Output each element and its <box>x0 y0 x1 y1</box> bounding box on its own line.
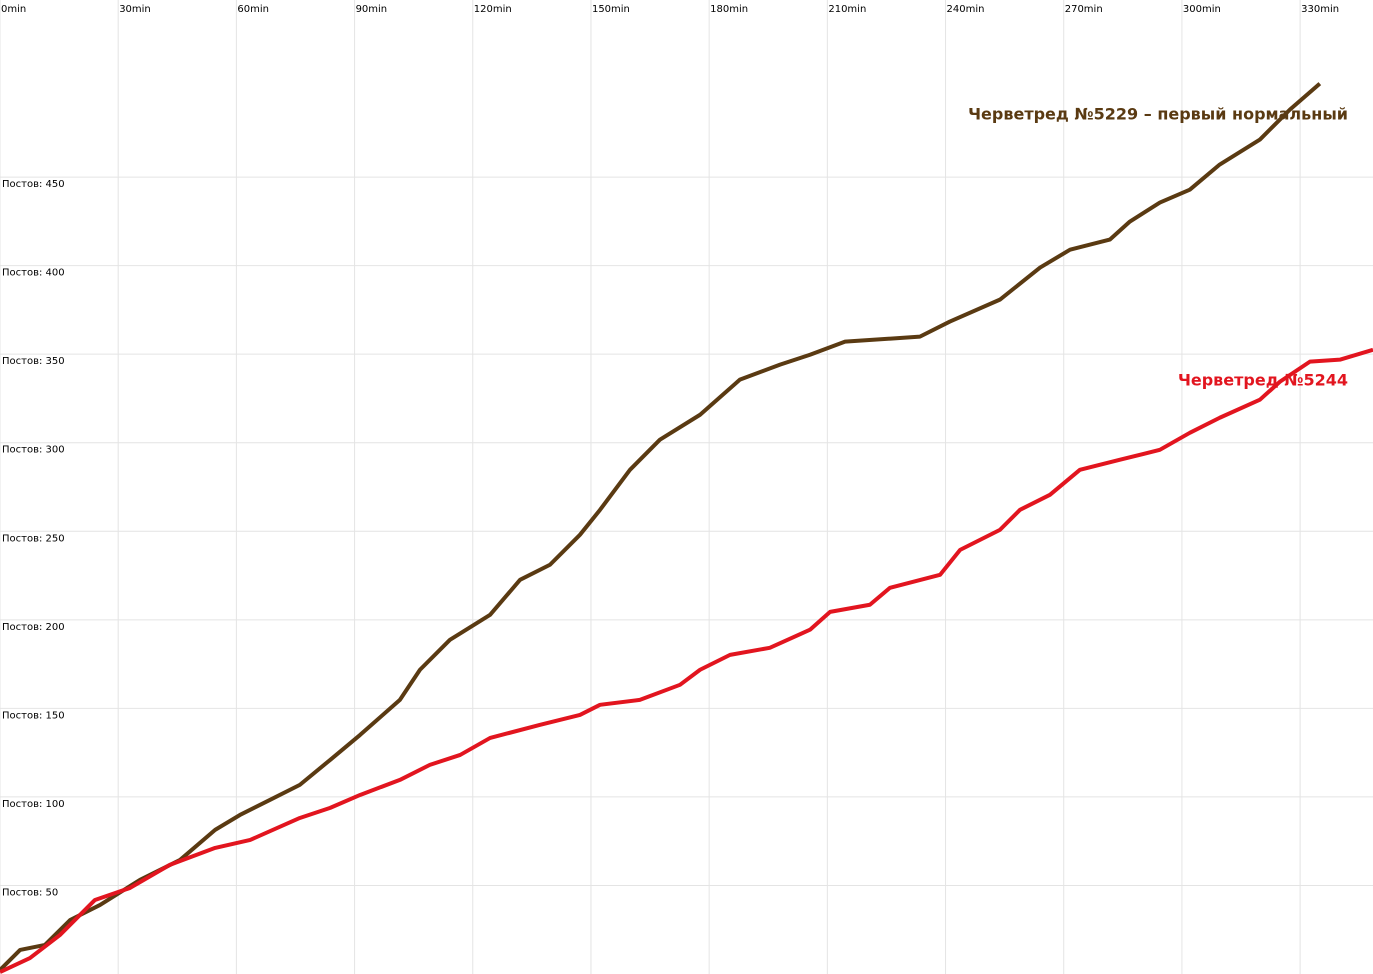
y-tick-label: Постов: 450 <box>2 179 65 190</box>
x-tick-label: 120min <box>474 4 512 15</box>
series-label: Черветред №5229 – первый нормальный <box>968 105 1348 124</box>
series-label: Черветред №5244 <box>1178 371 1348 390</box>
x-tick-label: 270min <box>1065 4 1103 15</box>
y-tick-label: Постов: 50 <box>2 887 58 898</box>
x-tick-label: 90min <box>356 4 388 15</box>
x-tick-label: 330min <box>1301 4 1339 15</box>
y-tick-label: Постов: 350 <box>2 356 65 367</box>
x-tick-label: 30min <box>119 4 151 15</box>
y-tick-label: Постов: 200 <box>2 622 65 633</box>
y-tick-label: Постов: 150 <box>2 710 65 721</box>
y-tick-label: Постов: 300 <box>2 445 65 456</box>
x-tick-label: 240min <box>947 4 985 15</box>
x-tick-label: 300min <box>1183 4 1221 15</box>
y-tick-label: Постов: 400 <box>2 268 65 279</box>
x-tick-label: 0min <box>1 4 26 15</box>
x-tick-label: 150min <box>592 4 630 15</box>
x-tick-label: 210min <box>828 4 866 15</box>
x-tick-label: 60min <box>237 4 269 15</box>
series-line <box>0 82 1322 972</box>
y-tick-label: Постов: 250 <box>2 533 65 544</box>
y-tick-label: Постов: 100 <box>2 799 65 810</box>
series-line <box>0 347 1373 974</box>
x-tick-label: 180min <box>710 4 748 15</box>
